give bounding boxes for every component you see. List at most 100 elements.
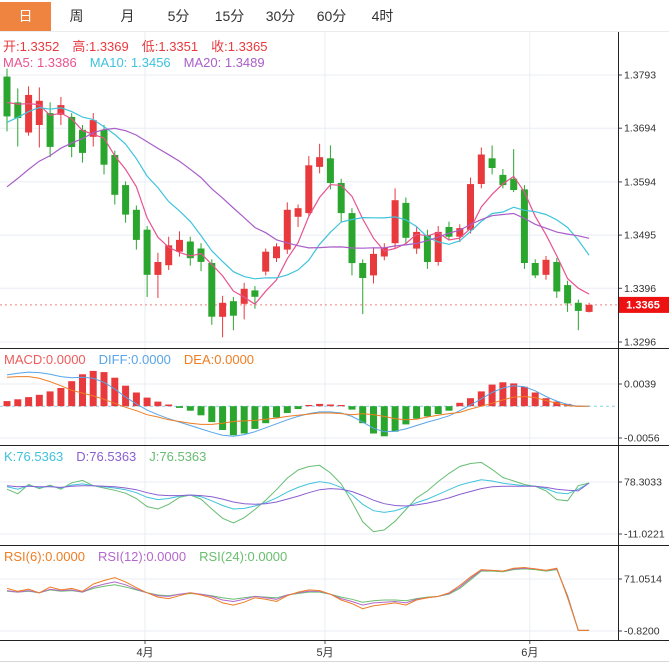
j-line — [6, 461, 590, 533]
macd-bar — [3, 401, 11, 407]
macd-bar — [35, 394, 43, 407]
rsi24-value: RSI(24):0.0000 — [199, 549, 288, 564]
axis-label: 78.3033 — [624, 477, 662, 489]
candle-body — [89, 120, 97, 137]
axis-label: -11.0221 — [624, 529, 665, 541]
macd-header: MACD:0.0000 DIFF:0.0000 DEA:0.0000 — [4, 352, 254, 367]
macd-bar — [165, 404, 173, 407]
macd-bar — [143, 397, 151, 407]
candle-body — [262, 251, 270, 272]
macd-bar — [122, 385, 130, 407]
axis-label: 1.3495 — [624, 230, 656, 242]
macd-bar — [467, 398, 474, 407]
candle-body — [413, 231, 421, 249]
candle-body — [531, 263, 539, 276]
price-flag-label: 1.3365 — [626, 299, 660, 311]
candle-body — [305, 165, 313, 214]
macd-bar — [456, 402, 464, 407]
price-flag — [619, 296, 669, 313]
tab-day[interactable]: 日 — [0, 2, 51, 31]
month-label: 6月 — [521, 647, 538, 659]
high-value: 高:1.3369 — [72, 39, 129, 54]
candle-body — [445, 227, 453, 237]
d-line — [6, 482, 590, 507]
tab-4hour[interactable]: 4时 — [371, 8, 394, 24]
macd-bar — [337, 405, 345, 407]
diff-line — [6, 371, 590, 437]
macd-bar — [326, 404, 334, 407]
ma5-value: MA5: 1.3386 — [3, 55, 77, 70]
candle-body — [197, 248, 205, 262]
macd-bar — [348, 406, 356, 410]
macd-bar — [176, 406, 183, 408]
tab-month[interactable]: 月 — [120, 8, 135, 24]
rsi-header: RSI(6):0.0000 RSI(12):0.0000 RSI(24):0.0… — [4, 549, 287, 564]
candle-body — [111, 155, 119, 195]
rsi6-value: RSI(6):0.0000 — [4, 549, 85, 564]
axis-label: 1.3694 — [624, 123, 656, 135]
candle-body — [510, 178, 518, 190]
macd-bar — [370, 406, 377, 434]
candle-body — [499, 174, 507, 186]
d-value: D:76.5363 — [76, 449, 137, 464]
ma-header: MA5: 1.3386 MA10: 1.3456 MA20: 1.3489 — [3, 55, 265, 70]
axis-label: 1.3296 — [624, 337, 656, 349]
candle-body — [574, 302, 582, 311]
dea-value: DEA:0.0000 — [183, 352, 255, 367]
candle-body — [326, 158, 334, 183]
candle-body — [186, 241, 194, 259]
candle-body — [68, 116, 76, 147]
tab-week[interactable]: 周 — [69, 8, 84, 24]
axis-label: -0.8200 — [624, 626, 660, 638]
candle-body — [370, 253, 377, 276]
candle-body — [25, 94, 33, 133]
candle-body — [35, 100, 43, 125]
macd-value: MACD:0.0000 — [4, 352, 86, 367]
candle-body — [219, 302, 227, 317]
candle-body — [100, 129, 108, 165]
macd-bar — [305, 405, 313, 407]
candle-body — [154, 262, 162, 275]
macd-bar — [219, 406, 227, 430]
rsi12-line — [6, 567, 590, 631]
candle-body — [283, 209, 291, 250]
macd-bar — [423, 406, 431, 417]
candle-body — [380, 247, 388, 257]
candle-body — [143, 229, 151, 275]
macd-bar — [510, 383, 518, 407]
candle-body — [132, 209, 140, 240]
close-value: 收:1.3365 — [211, 39, 268, 54]
macd-bar — [186, 406, 194, 411]
candle-body — [79, 129, 86, 153]
candle-body — [251, 290, 259, 297]
low-value: 低:1.3351 — [141, 39, 199, 54]
candle-body — [348, 213, 356, 264]
candle-body — [229, 301, 237, 316]
candle-body — [359, 263, 367, 278]
macd-bar — [273, 406, 280, 418]
macd-bar — [316, 403, 324, 407]
tab-15min[interactable]: 15分 — [214, 8, 245, 24]
k-value: K:76.5363 — [4, 449, 64, 464]
macd-bar — [57, 388, 65, 407]
tab-60min[interactable]: 60分 — [316, 8, 347, 24]
macd-bar — [14, 399, 22, 407]
macd-bar — [46, 391, 54, 407]
macd-bar — [531, 392, 539, 407]
macd-bar — [197, 406, 205, 416]
candle-body — [294, 208, 302, 217]
candle-body — [337, 183, 345, 214]
j-value: J:76.5363 — [149, 449, 207, 464]
tab-5min[interactable]: 5分 — [167, 8, 190, 24]
macd-bar — [413, 406, 421, 419]
candle-body — [208, 263, 216, 317]
macd-bar — [380, 406, 388, 437]
macd-bar — [79, 374, 86, 407]
macd-bar — [100, 372, 108, 407]
macd-bar — [402, 406, 410, 425]
macd-bar — [564, 403, 572, 407]
candle-body — [434, 231, 442, 262]
macd-bar — [542, 398, 550, 407]
tab-30min[interactable]: 30分 — [265, 8, 296, 24]
